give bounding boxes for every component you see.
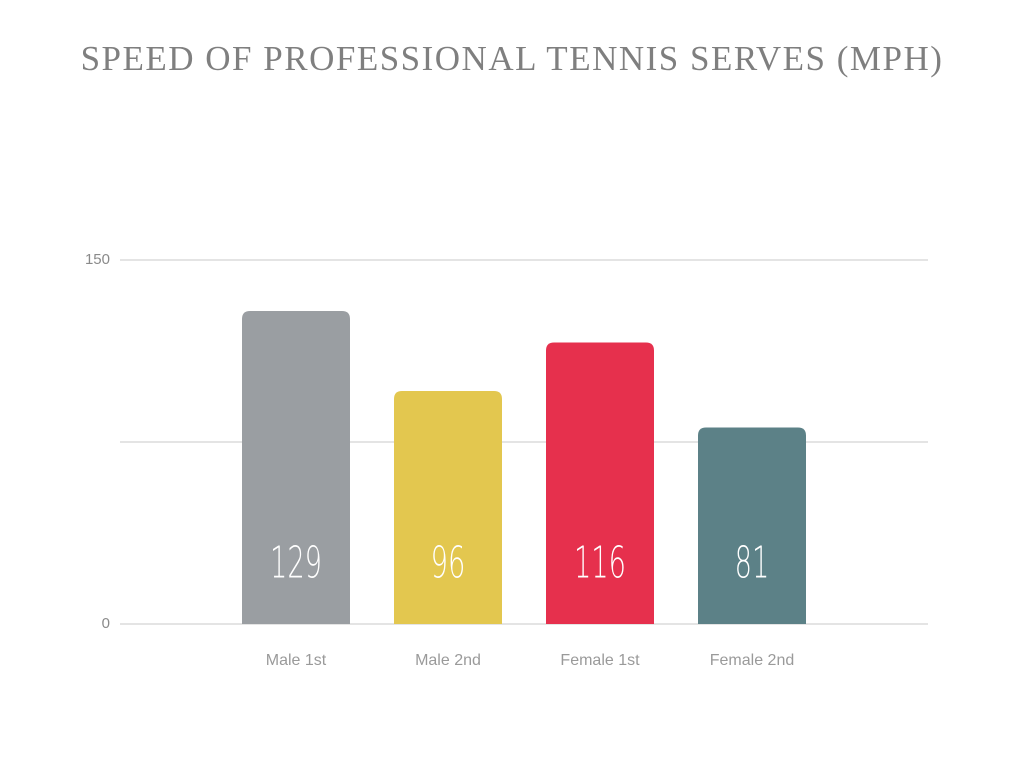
value-label: 96: [431, 537, 466, 589]
bar: [698, 427, 806, 624]
bar: [546, 342, 654, 624]
chart-title: SPEED OF PROFESSIONAL TENNIS SERVES (MPH…: [81, 39, 944, 78]
x-tick-label: Female 2nd: [710, 652, 795, 669]
x-tick-label: Male 1st: [266, 652, 327, 669]
y-tick-label: 150: [85, 251, 110, 268]
x-tick-label: Female 1st: [560, 652, 640, 669]
bar: [242, 310, 350, 624]
value-label: 129: [270, 537, 322, 589]
y-tick-label: 0: [102, 615, 110, 632]
value-label: 81: [735, 537, 770, 589]
value-label: 116: [574, 537, 626, 589]
x-tick-label: Male 2nd: [415, 652, 481, 669]
bar: [394, 391, 502, 624]
